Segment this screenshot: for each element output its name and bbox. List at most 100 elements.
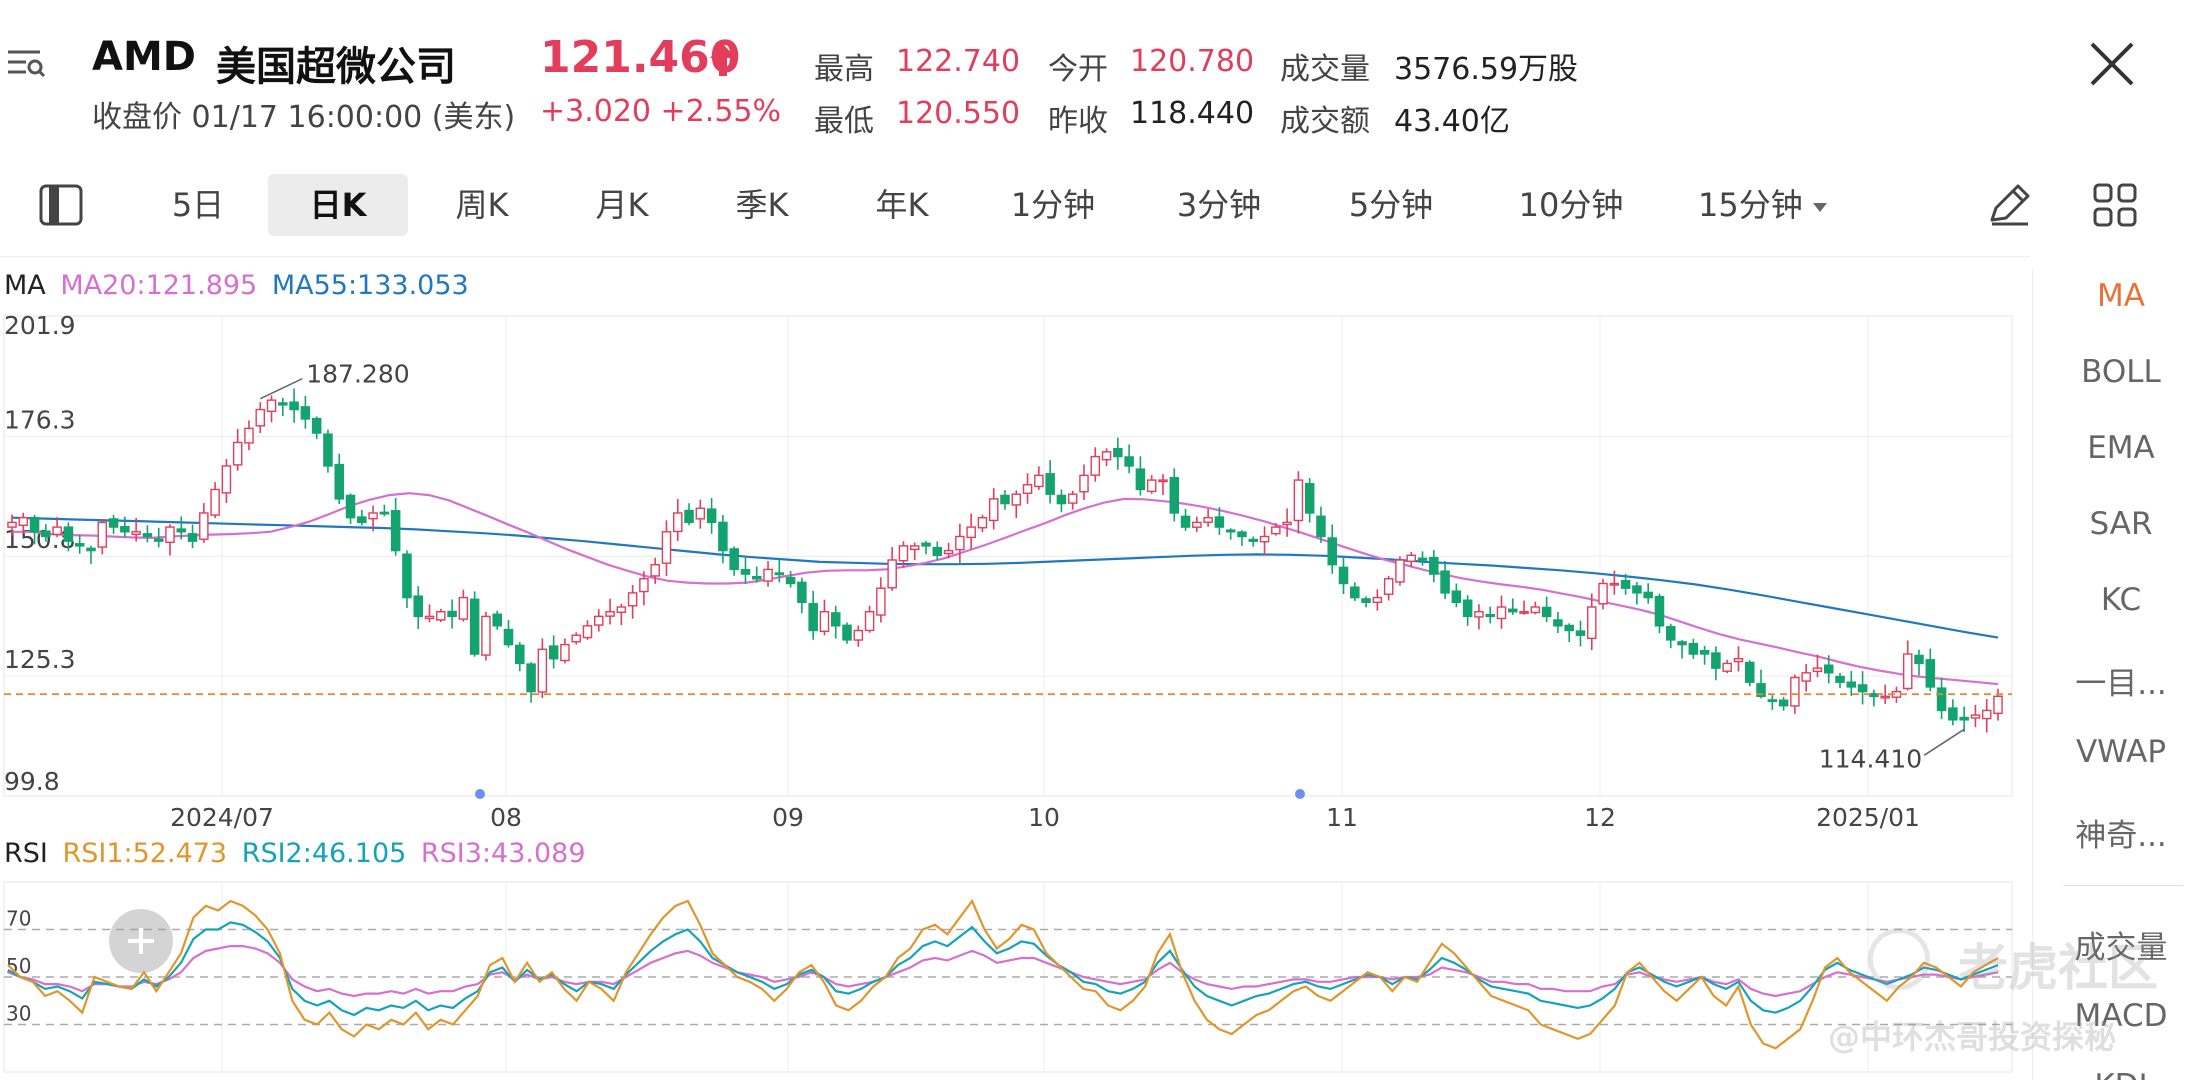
- side-item-boll[interactable]: BOLL: [2081, 354, 2161, 390]
- candle: [1699, 645, 1710, 665]
- rsi-legend: RSI RSI1:52.473 RSI2:46.105 RSI3:43.089: [4, 838, 592, 869]
- layout-toggle-icon[interactable]: [38, 182, 84, 228]
- candle: [1101, 448, 1112, 467]
- candle-up: [1090, 455, 1101, 476]
- tab-daily-k[interactable]: 日K: [268, 174, 408, 236]
- candle: [582, 620, 593, 640]
- candle: [1327, 524, 1338, 574]
- candle-down: [492, 613, 502, 627]
- candle-down: [108, 518, 119, 528]
- candle-down: [1857, 684, 1868, 693]
- candle: [684, 503, 694, 526]
- candle: [334, 453, 345, 505]
- candle-down: [289, 401, 299, 411]
- candle: [1925, 648, 1936, 692]
- candle-up: [1383, 578, 1394, 595]
- candle-down: [774, 572, 785, 576]
- candle: [1417, 551, 1428, 566]
- side-item-vwap[interactable]: VWAP: [2075, 734, 2167, 770]
- candle: [1778, 696, 1789, 711]
- tab-5min[interactable]: 5分钟: [1348, 186, 1434, 224]
- tab-1min[interactable]: 1分钟: [1010, 186, 1096, 224]
- side-item-sar[interactable]: SAR: [2089, 506, 2153, 542]
- side-item-kc[interactable]: KC: [2100, 582, 2142, 618]
- ticker-symbol: AMD: [92, 34, 196, 80]
- tab-10min[interactable]: 10分钟: [1518, 186, 1624, 224]
- candle-down: [1948, 707, 1958, 721]
- candle-down: [740, 568, 751, 575]
- ma20-legend: MA20:121.895: [60, 270, 258, 301]
- candle-up: [560, 643, 570, 662]
- candle: [1711, 646, 1721, 681]
- side-item-magic[interactable]: 神奇...: [2075, 818, 2167, 854]
- candle: [1259, 526, 1270, 556]
- tab-3min[interactable]: 3分钟: [1176, 186, 1262, 224]
- candle-down: [808, 603, 818, 632]
- candle-down: [1767, 699, 1778, 703]
- tab-quarterly-k[interactable]: 季K: [735, 186, 789, 224]
- candle-down: [1756, 683, 1766, 698]
- candle: [1462, 595, 1473, 626]
- candle: [1282, 508, 1292, 537]
- pencil-icon[interactable]: [1984, 180, 2034, 230]
- candle: [763, 561, 773, 587]
- candle-down: [345, 494, 356, 519]
- candle: [1812, 654, 1823, 677]
- ma55-line: [11, 516, 1999, 639]
- candle-down: [29, 516, 40, 533]
- side-item-kdj[interactable]: KDJ: [2033, 1068, 2208, 1080]
- candle: [1767, 695, 1778, 710]
- side-item-macd[interactable]: MACD: [2074, 998, 2168, 1034]
- candle: [774, 559, 785, 583]
- tab-monthly-k[interactable]: 月K: [595, 186, 649, 224]
- side-item-volume[interactable]: 成交量: [2074, 930, 2168, 966]
- menu-list-icon[interactable]: [6, 44, 46, 84]
- candle-up: [1880, 695, 1890, 699]
- candle-up: [1158, 479, 1168, 483]
- candle: [650, 557, 660, 584]
- candlestick-chart[interactable]: 201.9 176.3 150.8 125.3 99.8 2024/07 08 09 10 11 1…: [0, 312, 2030, 832]
- rsi-tick-label: 70: [6, 907, 31, 931]
- candle-down: [1045, 473, 1055, 495]
- ma20-line: [12, 492, 1999, 686]
- candle-down: [1632, 585, 1642, 594]
- candle-down: [447, 610, 457, 618]
- candle: [909, 542, 920, 561]
- candle: [639, 571, 649, 606]
- candle-down: [729, 548, 739, 571]
- close-icon[interactable]: [2086, 38, 2138, 90]
- candle-up: [1406, 554, 1416, 562]
- candle: [1271, 523, 1281, 536]
- tab-weekly-k[interactable]: 周K: [455, 186, 509, 224]
- candle: [41, 524, 51, 542]
- candle: [86, 545, 96, 564]
- candle: [1936, 677, 1947, 720]
- tab-yearly-k[interactable]: 年K: [875, 186, 929, 224]
- add-indicator-icon[interactable]: [108, 908, 174, 974]
- candle-down: [1835, 675, 1845, 683]
- side-item-ichimoku[interactable]: 一目...: [2075, 666, 2167, 702]
- high-label: 最高: [814, 52, 874, 87]
- candle: [436, 608, 446, 623]
- candle: [1835, 673, 1845, 689]
- side-item-ema[interactable]: EMA: [2087, 430, 2155, 466]
- side-item-ma[interactable]: MA: [2097, 278, 2145, 314]
- candle-down: [1214, 516, 1225, 528]
- candle: [424, 604, 435, 623]
- candle-down: [413, 595, 423, 618]
- candle: [97, 519, 108, 555]
- candle: [955, 523, 965, 564]
- tab-15min[interactable]: 15分钟: [1698, 174, 1856, 236]
- candle-up: [853, 629, 864, 641]
- candle: [1079, 464, 1089, 501]
- candle: [1214, 507, 1225, 535]
- tab-5day[interactable]: 5日: [171, 186, 225, 224]
- event-marker: [1295, 789, 1305, 799]
- candle: [1406, 552, 1416, 568]
- candle-down: [1248, 538, 1259, 542]
- grid-menu-icon[interactable]: [2092, 182, 2138, 228]
- ma-legend: MA MA20:121.895 MA55:133.053: [4, 270, 475, 301]
- candle: [503, 620, 514, 648]
- candle: [988, 488, 999, 530]
